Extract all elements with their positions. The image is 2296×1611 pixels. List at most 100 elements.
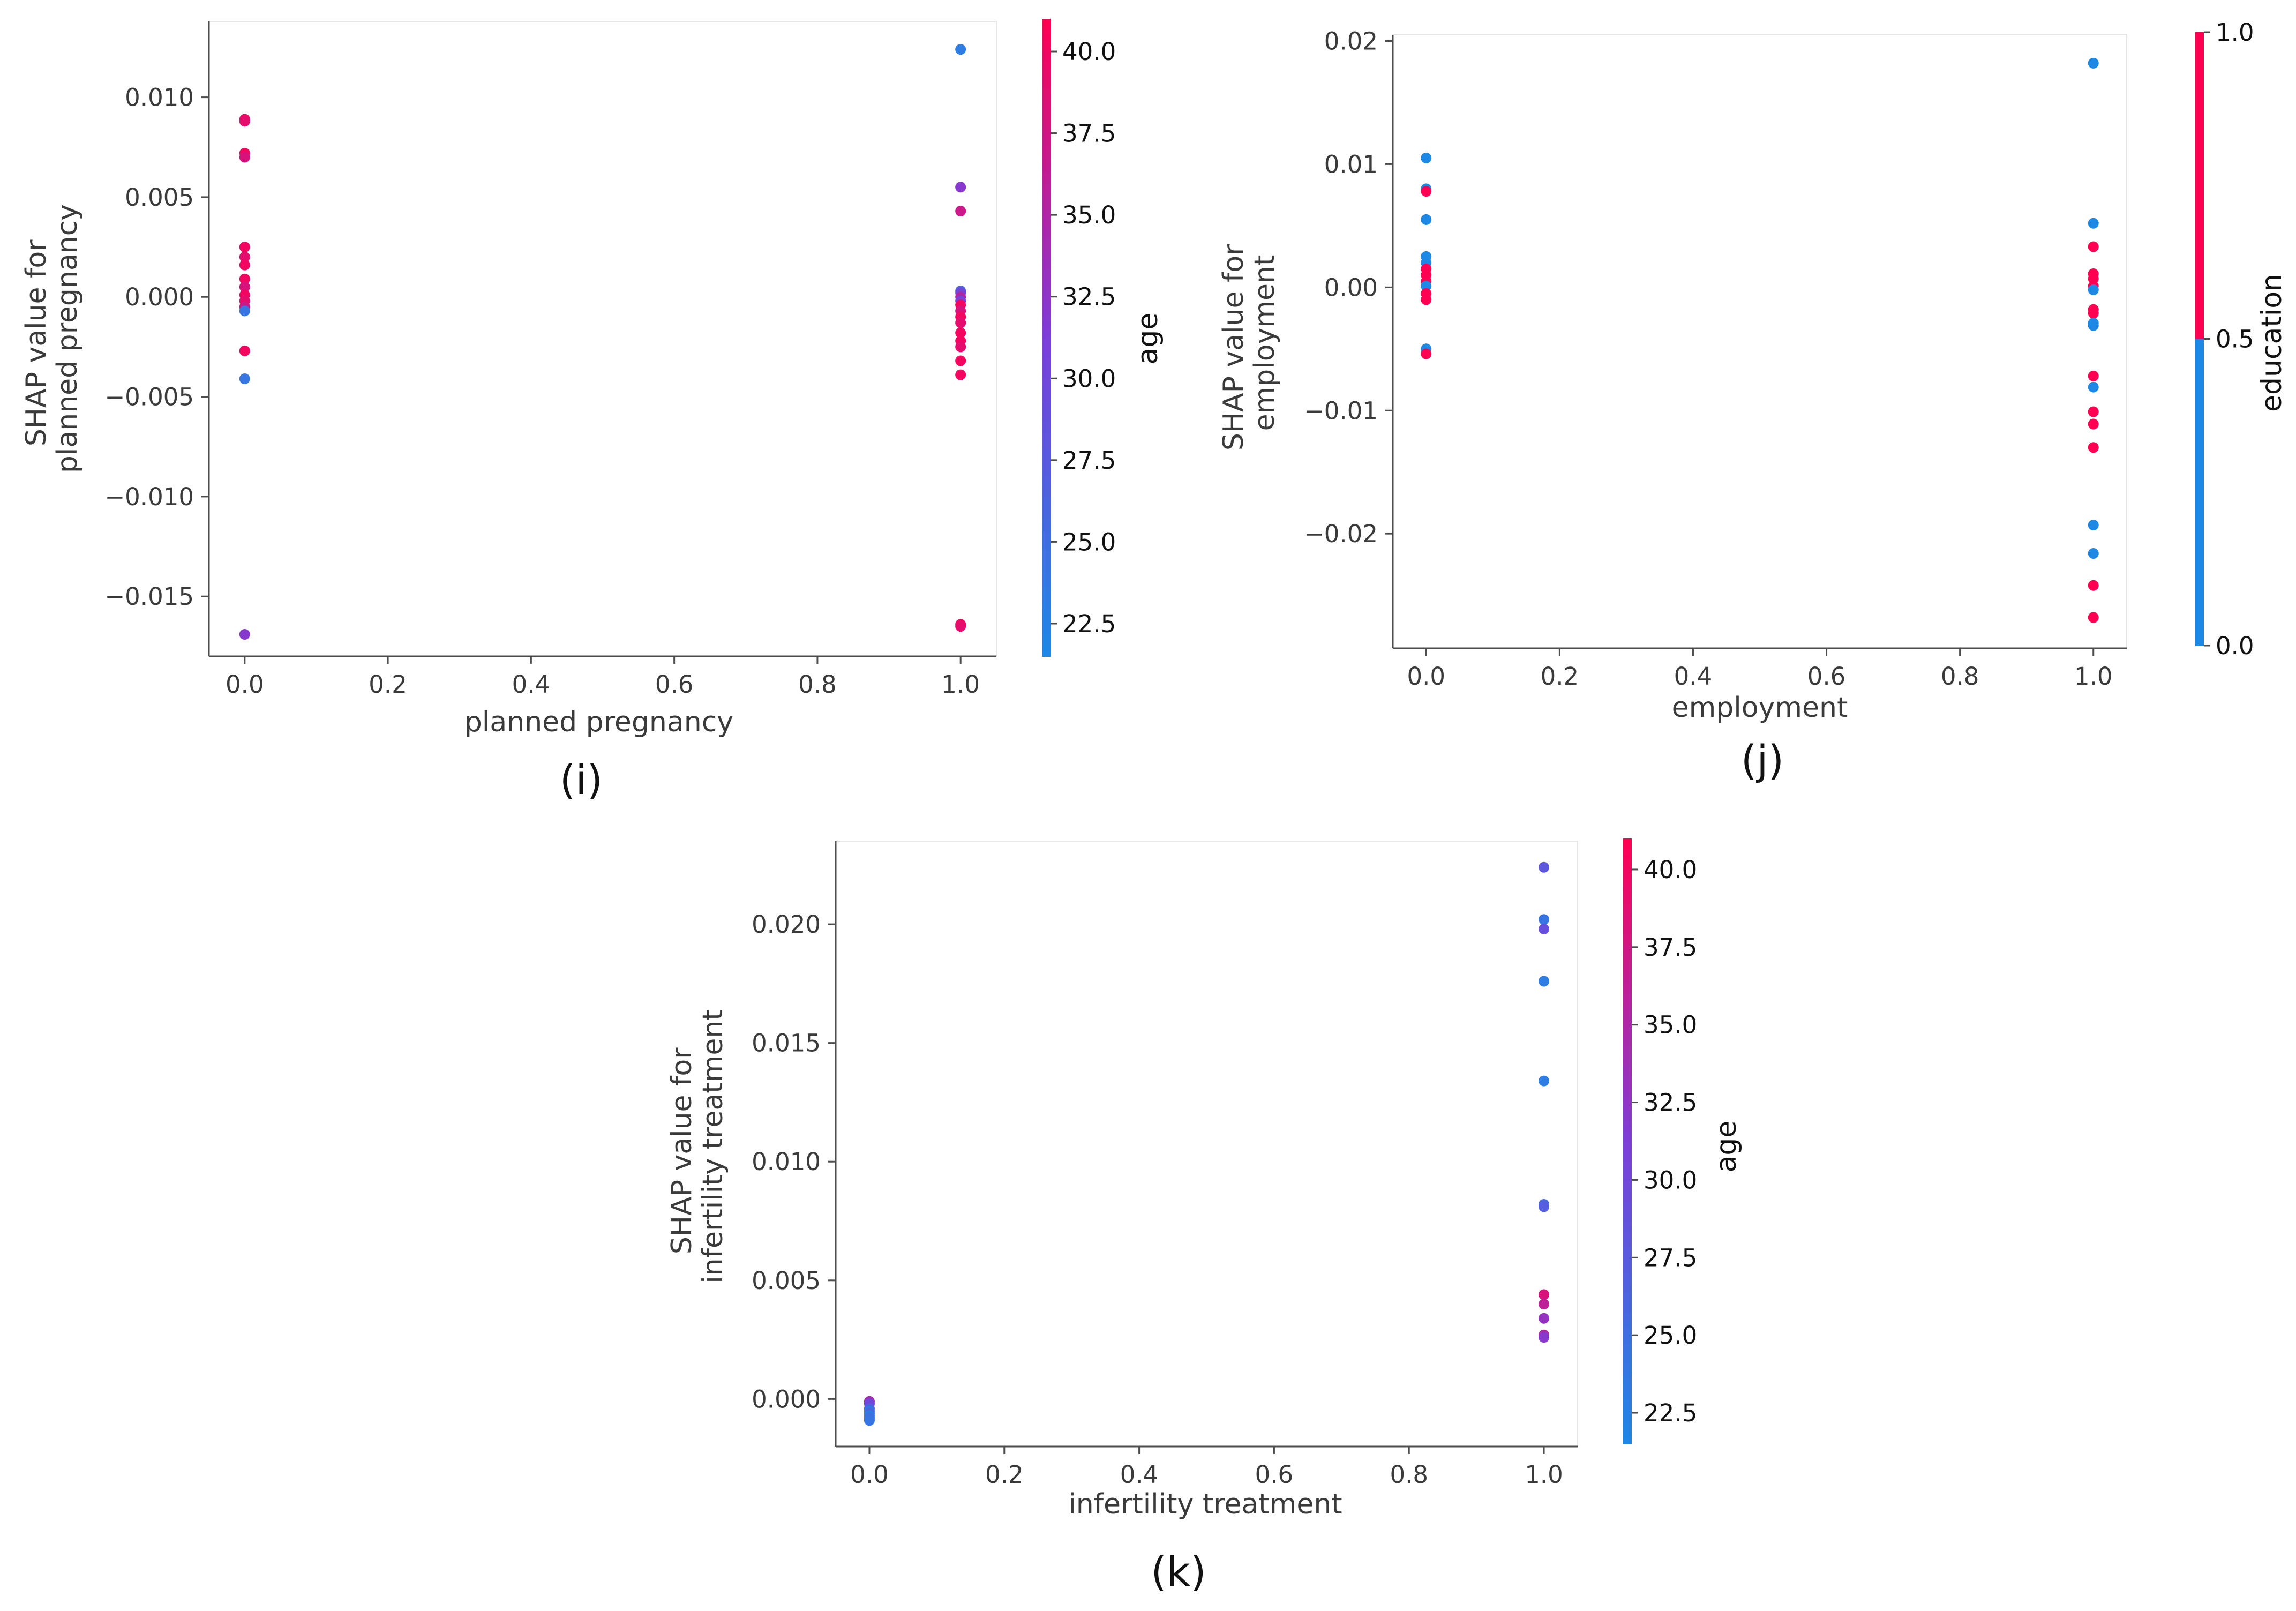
colorbar-segment-j-62	[2195, 349, 2204, 355]
colorbar-segment-i-25	[1042, 151, 1051, 158]
colorbar-segment-j-6	[2195, 63, 2204, 69]
colorbar-segment-k-6	[1623, 868, 1632, 874]
colorbar-segment-k-101	[1623, 1348, 1632, 1354]
colorbar-segment-i-117	[1042, 640, 1051, 647]
data-point-i-1	[239, 116, 250, 127]
colorbar-segment-k-18	[1623, 929, 1632, 935]
colorbar-segment-j-98	[2195, 533, 2204, 539]
colorbar-segment-k-76	[1623, 1222, 1632, 1228]
colorbar-segment-k-8	[1623, 879, 1632, 885]
colorbar-segment-j-100	[2195, 543, 2204, 549]
colorbar-segment-k-15	[1623, 914, 1632, 920]
colorbar-segment-i-26	[1042, 156, 1051, 163]
colorbar-segment-k-2	[1623, 848, 1632, 855]
colorbar-segment-i-18	[1042, 114, 1051, 121]
colorbar-segment-i-12	[1042, 83, 1051, 88]
colorbar-tick-label-k-3: 30.0	[1644, 1166, 1697, 1194]
colorbar-segment-j-68	[2195, 379, 2204, 386]
colorbar-segment-j-38	[2195, 226, 2204, 233]
colorbar-segment-j-50	[2195, 288, 2204, 294]
colorbar-segment-j-76	[2195, 421, 2204, 426]
colorbar-segment-k-108	[1623, 1383, 1632, 1389]
colorbar-segment-k-58	[1623, 1131, 1632, 1137]
colorbar-segment-k-64	[1623, 1161, 1632, 1167]
colorbar-segment-k-94	[1623, 1313, 1632, 1318]
colorbar-segment-k-56	[1623, 1121, 1632, 1127]
colorbar-segment-k-79	[1623, 1237, 1632, 1243]
colorbar-segment-k-9	[1623, 883, 1632, 890]
y-tick-label-i-1: −0.010	[104, 483, 194, 511]
panel-j: 0.0 0.2 0.4 0.6 0.8 1.0 −0.02 −0.01 0.00 0.01 0.0…	[1218, 18, 2288, 784]
panel-i: 0.0 0.2 0.4 0.6 0.8 1.0 −0.015 −0.010 −0.005 0.0…	[20, 19, 1164, 804]
data-point-j-14	[2088, 57, 2099, 69]
colorbar-segment-k-89	[1623, 1287, 1632, 1293]
colorbar-tick-label-j-1: 0.5	[2216, 325, 2254, 354]
data-point-i-15	[239, 629, 250, 640]
colorbar-segment-j-79	[2195, 436, 2204, 442]
colorbar-segment-i-16	[1042, 103, 1051, 110]
colorbar-segment-k-40	[1623, 1040, 1632, 1046]
colorbar-segment-k-118	[1623, 1434, 1632, 1440]
colorbar-segment-j-39	[2195, 231, 2204, 237]
colorbar-segment-i-30	[1042, 178, 1051, 184]
colorbar-segment-j-16	[2195, 114, 2204, 120]
colorbar-segment-k-37	[1623, 1025, 1632, 1031]
colorbar-segment-k-92	[1623, 1302, 1632, 1308]
colorbar-segment-k-109	[1623, 1388, 1632, 1394]
colorbar-segment-j-111	[2195, 600, 2204, 605]
colorbar-segment-k-0	[1623, 838, 1632, 844]
colorbar-segment-j-102	[2195, 553, 2204, 559]
data-point-j-32	[2088, 580, 2099, 591]
colorbar-segment-j-27	[2195, 170, 2204, 176]
colorbar-segment-k-93	[1623, 1307, 1632, 1314]
colorbar-segment-j-84	[2195, 461, 2204, 468]
colorbar-segment-i-13	[1042, 87, 1051, 94]
colorbar-tick-label-i-6: 37.5	[1062, 119, 1116, 148]
colorbar-segment-j-34	[2195, 206, 2204, 212]
colorbar-segment-i-49	[1042, 279, 1051, 285]
colorbar-segment-i-115	[1042, 630, 1051, 636]
colorbar-segment-j-77	[2195, 425, 2204, 432]
colorbar-segment-i-52	[1042, 295, 1051, 301]
plot-area-k	[835, 841, 1578, 1447]
colorbar-segment-i-4	[1042, 40, 1051, 46]
colorbar-segment-j-74	[2195, 410, 2204, 416]
colorbar-segment-j-96	[2195, 523, 2204, 529]
colorbar-segment-j-11	[2195, 88, 2204, 94]
colorbar-segment-j-115	[2195, 620, 2204, 626]
colorbar-tick-label-k-1: 25.0	[1644, 1321, 1697, 1350]
colorbar-segment-k-16	[1623, 919, 1632, 925]
colorbar-segment-k-51	[1623, 1096, 1632, 1102]
colorbar-segment-j-93	[2195, 507, 2204, 513]
colorbar-segment-i-99	[1042, 544, 1051, 551]
colorbar-segment-i-86	[1042, 475, 1051, 482]
y-tick-label-k-2: 0.010	[752, 1148, 821, 1176]
colorbar-segment-k-98	[1623, 1332, 1632, 1339]
colorbar-segment-j-107	[2195, 579, 2204, 585]
colorbar-segment-k-78	[1623, 1232, 1632, 1238]
x-ticks-i: 0.0 0.2 0.4 0.6 0.8 1.0	[226, 656, 980, 699]
data-point-j-0	[1421, 152, 1432, 163]
points-k	[864, 861, 1550, 1426]
colorbar-segment-i-5	[1042, 45, 1051, 51]
x-tick-label-j-1: 0.2	[1541, 662, 1579, 691]
colorbar-segment-i-36	[1042, 210, 1051, 216]
colorbar-segment-j-25	[2195, 160, 2204, 166]
colorbar-segment-k-45	[1623, 1065, 1632, 1071]
data-point-i-7	[239, 273, 250, 284]
data-point-j-20	[2088, 284, 2099, 295]
colorbar-segment-j-66	[2195, 369, 2204, 376]
colorbar-segment-k-13	[1623, 904, 1632, 910]
data-point-j-16	[2088, 241, 2099, 252]
colorbar-segment-i-19	[1042, 119, 1051, 126]
colorbar-segment-k-111	[1623, 1398, 1632, 1404]
colorbar-segment-i-94	[1042, 518, 1051, 524]
colorbar-segment-j-70	[2195, 389, 2204, 396]
colorbar-segment-i-106	[1042, 582, 1051, 588]
x-axis-label-j: employment	[1672, 692, 1848, 724]
data-point-i-8	[239, 281, 250, 293]
data-point-j-29	[2088, 442, 2099, 453]
colorbar-segment-i-71	[1042, 396, 1051, 402]
colorbar-segment-i-33	[1042, 194, 1051, 200]
colorbar-segment-j-118	[2195, 635, 2204, 641]
